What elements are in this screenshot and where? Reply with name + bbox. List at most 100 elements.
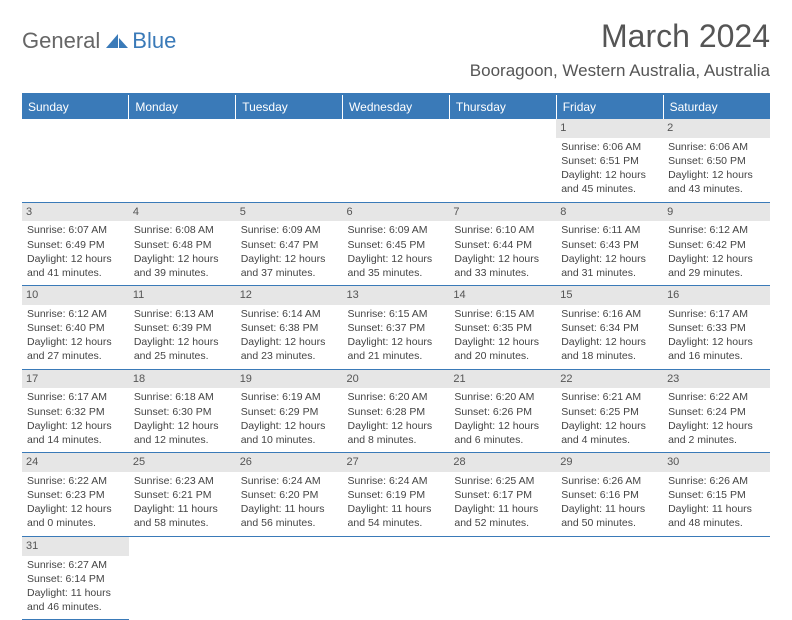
day-number: 24 <box>22 453 129 472</box>
calendar-row: 17Sunrise: 6:17 AMSunset: 6:32 PMDayligh… <box>22 369 770 453</box>
day-number: 6 <box>343 203 450 222</box>
calendar-row: 10Sunrise: 6:12 AMSunset: 6:40 PMDayligh… <box>22 286 770 370</box>
sunrise-text: Sunrise: 6:06 AM <box>668 140 765 154</box>
calendar-cell: 1Sunrise: 6:06 AMSunset: 6:51 PMDaylight… <box>556 119 663 202</box>
sunset-text: Sunset: 6:34 PM <box>561 321 658 335</box>
calendar-cell <box>22 119 129 202</box>
sunset-text: Sunset: 6:14 PM <box>27 572 124 586</box>
sunset-text: Sunset: 6:44 PM <box>454 238 551 252</box>
sunrise-text: Sunrise: 6:23 AM <box>134 474 231 488</box>
day-number: 12 <box>236 286 343 305</box>
calendar-row: 1Sunrise: 6:06 AMSunset: 6:51 PMDaylight… <box>22 119 770 202</box>
calendar-cell: 17Sunrise: 6:17 AMSunset: 6:32 PMDayligh… <box>22 369 129 453</box>
calendar-cell: 29Sunrise: 6:26 AMSunset: 6:16 PMDayligh… <box>556 453 663 537</box>
day-number: 7 <box>449 203 556 222</box>
daylight-text: Daylight: 12 hours <box>668 252 765 266</box>
daylight-text: and 6 minutes. <box>454 433 551 447</box>
day-number: 14 <box>449 286 556 305</box>
calendar-cell: 3Sunrise: 6:07 AMSunset: 6:49 PMDaylight… <box>22 202 129 286</box>
calendar-row: 24 Sunrise: 6:22 AMSunset: 6:23 PM Dayligh… <box>22 453 770 537</box>
daylight-text: Daylight: 12 hours <box>348 335 445 349</box>
sunrise-text: Sunrise: 6:10 AM <box>454 223 551 237</box>
calendar-cell: 11Sunrise: 6:13 AMSunset: 6:39 PMDayligh… <box>129 286 236 370</box>
daylight-text: and 18 minutes. <box>561 349 658 363</box>
calendar-cell <box>129 536 236 620</box>
calendar-cell: 8Sunrise: 6:11 AMSunset: 6:43 PMDaylight… <box>556 202 663 286</box>
daylight-text: Daylight: 12 hours <box>561 335 658 349</box>
sunset-text: Sunset: 6:29 PM <box>241 405 338 419</box>
daylight-text: and 35 minutes. <box>348 266 445 280</box>
daylight-text: Daylight: 12 hours <box>241 335 338 349</box>
day-number: 23 <box>663 370 770 389</box>
sunset-text: Sunset: 6:19 PM <box>348 488 445 502</box>
weekday-header: Tuesday <box>236 94 343 119</box>
calendar-cell: 7Sunrise: 6:10 AMSunset: 6:44 PMDaylight… <box>449 202 556 286</box>
daylight-text: Daylight: 11 hours <box>27 586 124 600</box>
calendar-cell: 15Sunrise: 6:16 AMSunset: 6:34 PMDayligh… <box>556 286 663 370</box>
calendar-row: 3Sunrise: 6:07 AMSunset: 6:49 PMDaylight… <box>22 202 770 286</box>
sunrise-text: Sunrise: 6:25 AM <box>454 474 551 488</box>
daylight-text: and 14 minutes. <box>27 433 124 447</box>
day-number: 10 <box>22 286 129 305</box>
daylight-text: Daylight: 11 hours <box>241 502 338 516</box>
day-number: 13 <box>343 286 450 305</box>
daylight-text: and 45 minutes. <box>561 182 658 196</box>
sunrise-text: Sunrise: 6:08 AM <box>134 223 231 237</box>
daylight-text: Daylight: 11 hours <box>454 502 551 516</box>
sunset-text: Sunset: 6:23 PM <box>27 488 124 502</box>
sunset-text: Sunset: 6:30 PM <box>134 405 231 419</box>
daylight-text: and 54 minutes. <box>348 516 445 530</box>
day-number: 11 <box>129 286 236 305</box>
sunset-text: Sunset: 6:47 PM <box>241 238 338 252</box>
sunrise-text: Sunrise: 6:22 AM <box>668 390 765 404</box>
header: General Blue March 2024 Booragoon, Weste… <box>22 18 770 85</box>
sunset-text: Sunset: 6:20 PM <box>241 488 338 502</box>
sunset-text: Sunset: 6:15 PM <box>668 488 765 502</box>
day-number: 5 <box>236 203 343 222</box>
day-number: 22 <box>556 370 663 389</box>
calendar-cell: 13Sunrise: 6:15 AMSunset: 6:37 PMDayligh… <box>343 286 450 370</box>
daylight-text: Daylight: 12 hours <box>668 335 765 349</box>
daylight-text: Daylight: 11 hours <box>348 502 445 516</box>
daylight-text: Daylight: 12 hours <box>561 252 658 266</box>
daylight-text: Daylight: 12 hours <box>27 252 124 266</box>
sunrise-text: Sunrise: 6:22 AM <box>27 474 124 488</box>
daylight-text: and 27 minutes. <box>27 349 124 363</box>
calendar-cell: 9Sunrise: 6:12 AMSunset: 6:42 PMDaylight… <box>663 202 770 286</box>
sunrise-text: Sunrise: 6:09 AM <box>241 223 338 237</box>
sunrise-text: Sunrise: 6:24 AM <box>348 474 445 488</box>
daylight-text: Daylight: 12 hours <box>241 419 338 433</box>
sunset-text: Sunset: 6:25 PM <box>561 405 658 419</box>
calendar-cell: 4Sunrise: 6:08 AMSunset: 6:48 PMDaylight… <box>129 202 236 286</box>
calendar-cell: 12Sunrise: 6:14 AMSunset: 6:38 PMDayligh… <box>236 286 343 370</box>
daylight-text: and 23 minutes. <box>241 349 338 363</box>
sunset-text: Sunset: 6:17 PM <box>454 488 551 502</box>
calendar-row: 31Sunrise: 6:27 AMSunset: 6:14 PMDayligh… <box>22 536 770 620</box>
daylight-text: Daylight: 12 hours <box>454 419 551 433</box>
sunrise-text: Sunrise: 6:19 AM <box>241 390 338 404</box>
calendar-cell: 14Sunrise: 6:15 AMSunset: 6:35 PMDayligh… <box>449 286 556 370</box>
daylight-text: and 21 minutes. <box>348 349 445 363</box>
weekday-header: Friday <box>556 94 663 119</box>
daylight-text: and 12 minutes. <box>134 433 231 447</box>
daylight-text: and 4 minutes. <box>561 433 658 447</box>
sunset-text: Sunset: 6:16 PM <box>561 488 658 502</box>
daylight-text: and 56 minutes. <box>241 516 338 530</box>
weekday-header: Monday <box>129 94 236 119</box>
calendar-cell: 10Sunrise: 6:12 AMSunset: 6:40 PMDayligh… <box>22 286 129 370</box>
sunrise-text: Sunrise: 6:24 AM <box>241 474 338 488</box>
daylight-text: and 31 minutes. <box>561 266 658 280</box>
daylight-text: Daylight: 12 hours <box>27 335 124 349</box>
daylight-text: Daylight: 11 hours <box>134 502 231 516</box>
sunset-text: Sunset: 6:50 PM <box>668 154 765 168</box>
day-number: 31 <box>22 537 129 556</box>
sunset-text: Sunset: 6:26 PM <box>454 405 551 419</box>
sunrise-text: Sunrise: 6:20 AM <box>348 390 445 404</box>
day-number: 26 <box>236 453 343 472</box>
sunrise-text: Sunrise: 6:20 AM <box>454 390 551 404</box>
daylight-text: and 52 minutes. <box>454 516 551 530</box>
sunset-text: Sunset: 6:32 PM <box>27 405 124 419</box>
daylight-text: and 2 minutes. <box>668 433 765 447</box>
sunset-text: Sunset: 6:24 PM <box>668 405 765 419</box>
calendar-table: Sunday Monday Tuesday Wednesday Thursday… <box>22 93 770 620</box>
